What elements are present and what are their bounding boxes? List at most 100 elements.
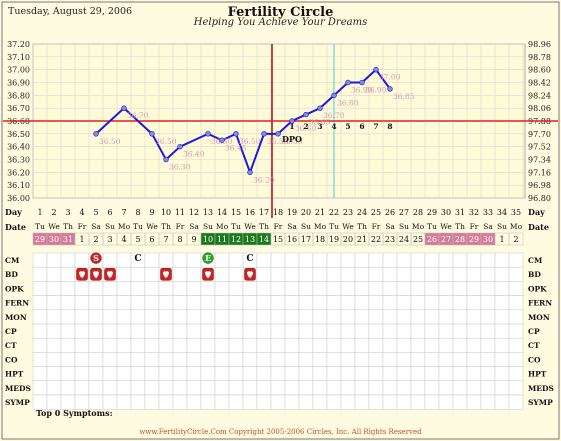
- observation-cell[interactable]: [424, 352, 440, 367]
- observation-cell[interactable]: [158, 352, 174, 367]
- observation-cell[interactable]: [228, 252, 244, 268]
- observation-cell[interactable]: [312, 266, 328, 282]
- observation-cell[interactable]: [284, 281, 300, 296]
- temperature-point[interactable]: [219, 137, 225, 143]
- observation-cell[interactable]: [172, 252, 188, 268]
- observation-cell[interactable]: [256, 295, 272, 311]
- observation-cell[interactable]: [116, 266, 132, 282]
- observation-cell[interactable]: [396, 352, 412, 367]
- observation-cell[interactable]: [410, 323, 426, 339]
- observation-cell[interactable]: [508, 252, 524, 268]
- observation-cell[interactable]: [144, 323, 160, 339]
- observation-cell[interactable]: [214, 366, 230, 382]
- observation-cell[interactable]: [256, 309, 272, 325]
- observation-cell[interactable]: [46, 309, 62, 325]
- observation-cell[interactable]: [508, 394, 524, 410]
- observation-cell[interactable]: [46, 323, 62, 339]
- observation-cell[interactable]: [186, 366, 202, 382]
- observation-cell[interactable]: [46, 337, 62, 353]
- observation-cell[interactable]: [438, 281, 454, 296]
- observation-cell[interactable]: [256, 252, 272, 268]
- observation-cell[interactable]: [438, 295, 454, 311]
- observation-cell[interactable]: [46, 366, 62, 382]
- observation-cell[interactable]: [130, 380, 146, 396]
- observation-cell[interactable]: [354, 295, 370, 311]
- observation-cell[interactable]: [284, 252, 300, 268]
- observation-cell[interactable]: [424, 281, 440, 296]
- observation-cell[interactable]: [130, 295, 146, 311]
- observation-cell[interactable]: [228, 295, 244, 311]
- observation-cell[interactable]: [228, 380, 244, 396]
- observation-cell[interactable]: [242, 380, 258, 396]
- observation-cell[interactable]: [228, 352, 244, 367]
- observation-cell[interactable]: [354, 323, 370, 339]
- temperature-point[interactable]: [331, 92, 337, 99]
- observation-cell[interactable]: [396, 295, 412, 311]
- observation-cell[interactable]: [438, 394, 454, 410]
- observation-cell[interactable]: [144, 380, 160, 396]
- observation-cell[interactable]: [410, 394, 426, 410]
- observation-cell[interactable]: [130, 394, 146, 410]
- observation-cell[interactable]: [466, 295, 482, 311]
- observation-cell[interactable]: [326, 281, 342, 296]
- observation-cell[interactable]: [410, 281, 426, 296]
- observation-cell[interactable]: [410, 309, 426, 325]
- observation-cell[interactable]: [326, 266, 342, 282]
- observation-cell[interactable]: [298, 366, 314, 382]
- observation-cell[interactable]: [158, 295, 174, 311]
- observation-cell[interactable]: [312, 281, 328, 296]
- observation-cell[interactable]: [284, 380, 300, 396]
- observation-cell[interactable]: [116, 295, 132, 311]
- observation-cell[interactable]: [186, 394, 202, 410]
- observation-cell[interactable]: [340, 366, 356, 382]
- observation-cell[interactable]: [480, 394, 496, 410]
- observation-cell[interactable]: [200, 394, 216, 410]
- observation-cell[interactable]: [312, 252, 328, 268]
- observation-cell[interactable]: [256, 380, 272, 396]
- observation-cell[interactable]: [424, 323, 440, 339]
- observation-cell[interactable]: [130, 323, 146, 339]
- temperature-point[interactable]: [93, 131, 99, 137]
- observation-cell[interactable]: [480, 295, 496, 311]
- observation-cell[interactable]: [102, 323, 118, 339]
- observation-cell[interactable]: [270, 323, 286, 339]
- observation-cell[interactable]: [228, 281, 244, 296]
- observation-cell[interactable]: [382, 266, 398, 282]
- observation-cell[interactable]: [312, 380, 328, 396]
- observation-cell[interactable]: [74, 352, 90, 367]
- observation-cell[interactable]: [144, 281, 160, 296]
- observation-cell[interactable]: [242, 323, 258, 339]
- observation-cell[interactable]: [396, 394, 412, 410]
- observation-cell[interactable]: [340, 266, 356, 282]
- observation-cell[interactable]: [32, 337, 48, 353]
- observation-cell[interactable]: [494, 295, 510, 311]
- observation-cell[interactable]: [172, 266, 188, 282]
- observation-cell[interactable]: [256, 323, 272, 339]
- observation-cell[interactable]: [494, 309, 510, 325]
- observation-cell[interactable]: [172, 281, 188, 296]
- observation-cell[interactable]: [214, 352, 230, 367]
- observation-cell[interactable]: [368, 394, 384, 410]
- observation-cell[interactable]: [354, 380, 370, 396]
- observation-cell[interactable]: [186, 337, 202, 353]
- observation-cell[interactable]: [88, 281, 104, 296]
- observation-cell[interactable]: [144, 266, 160, 282]
- observation-cell[interactable]: [424, 252, 440, 268]
- observation-cell[interactable]: [410, 295, 426, 311]
- observation-cell[interactable]: [172, 309, 188, 325]
- observation-cell[interactable]: [270, 380, 286, 396]
- observation-cell[interactable]: [368, 309, 384, 325]
- observation-cell[interactable]: [354, 394, 370, 410]
- observation-cell[interactable]: [186, 266, 202, 282]
- observation-cell[interactable]: [508, 309, 524, 325]
- observation-cell[interactable]: [74, 309, 90, 325]
- observation-cell[interactable]: [368, 252, 384, 268]
- observation-cell[interactable]: [228, 366, 244, 382]
- observation-cell[interactable]: [60, 380, 76, 396]
- observation-cell[interactable]: [228, 266, 244, 282]
- observation-cell[interactable]: [452, 380, 468, 396]
- observation-cell[interactable]: [186, 352, 202, 367]
- observation-cell[interactable]: [214, 252, 230, 268]
- observation-cell[interactable]: [270, 337, 286, 353]
- observation-cell[interactable]: [298, 380, 314, 396]
